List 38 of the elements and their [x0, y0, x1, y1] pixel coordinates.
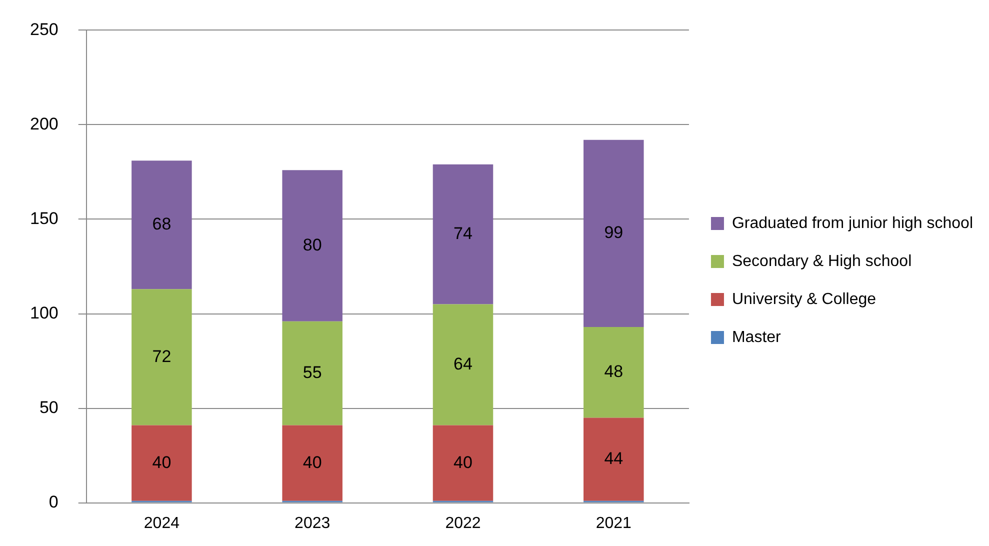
data-label: 64 — [454, 354, 472, 374]
y-tick-label: 50 — [39, 398, 58, 417]
data-label: 99 — [604, 223, 624, 242]
data-label: 72 — [152, 346, 172, 366]
y-tick-label: 0 — [48, 492, 58, 512]
y-tick-label: 250 — [30, 20, 58, 39]
y-tick-label: 150 — [30, 208, 58, 228]
y-tick-label: 100 — [30, 303, 58, 322]
bar — [282, 170, 342, 322]
bar — [584, 418, 644, 501]
data-label: 48 — [604, 362, 624, 382]
bar — [132, 289, 192, 426]
x-tick-label: 2022 — [445, 514, 481, 532]
bar — [432, 304, 494, 426]
x-tick-label: 2024 — [144, 514, 180, 532]
legend-label: Secondary & High school — [732, 252, 912, 270]
data-label: 40 — [454, 452, 472, 472]
legend-label: University & College — [732, 290, 876, 308]
data-label: 40 — [302, 452, 322, 472]
data-label: 44 — [604, 449, 624, 468]
bar — [132, 160, 192, 290]
bar — [432, 425, 494, 501]
bar — [132, 425, 192, 501]
legend-label: Graduated from junior high school — [732, 214, 974, 232]
bar — [432, 164, 494, 304]
legend-label: Master — [732, 328, 782, 346]
x-tick-label: 2023 — [294, 514, 330, 532]
data-label: 68 — [152, 214, 172, 234]
bar — [584, 326, 644, 418]
bar — [584, 140, 644, 327]
y-tick-label: 200 — [30, 114, 58, 134]
data-label: 40 — [152, 452, 172, 472]
data-label: 80 — [302, 235, 322, 254]
data-label: 55 — [302, 362, 322, 382]
x-tick-label: 2021 — [596, 514, 632, 532]
data-label: 74 — [454, 224, 472, 244]
bar — [282, 425, 342, 501]
bar — [282, 321, 342, 426]
